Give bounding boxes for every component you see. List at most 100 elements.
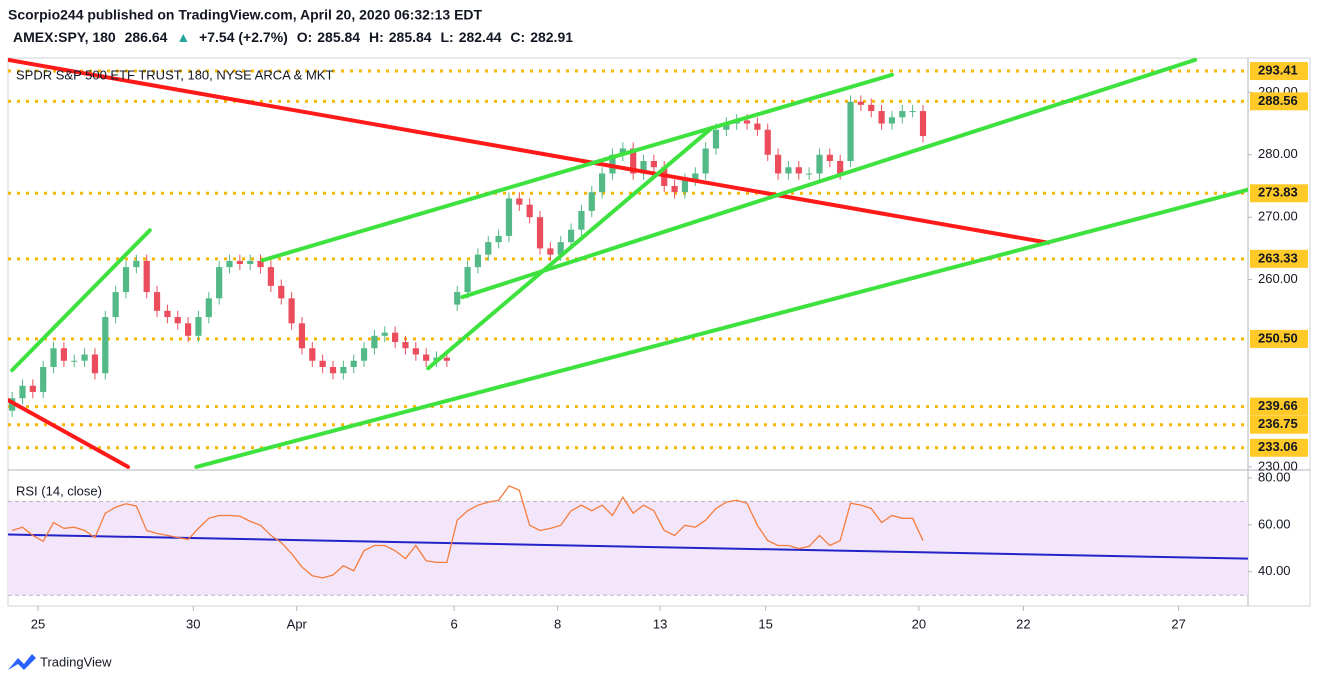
candle-body <box>412 348 419 355</box>
candle-body <box>91 354 99 374</box>
x-tick-label: 22 <box>1016 616 1030 631</box>
level-label: 288.56 <box>1258 93 1298 108</box>
level-label-box <box>1250 184 1308 203</box>
x-tick-label: 15 <box>758 616 772 631</box>
brand-logo <box>8 654 36 670</box>
low-value: 282.44 <box>459 29 502 45</box>
candle-body <box>195 317 202 336</box>
x-tick-label: 13 <box>653 616 667 631</box>
open-label: O: <box>297 29 313 45</box>
candle-body <box>536 217 544 249</box>
level-label-box <box>1250 62 1308 81</box>
rsi-title: RSI (14, close) <box>16 483 102 498</box>
rsi-pane <box>8 485 1248 596</box>
candle-body <box>795 167 802 174</box>
candle-body <box>309 348 316 361</box>
candle-body <box>60 348 67 361</box>
trend-line <box>260 72 894 263</box>
low-label: L: <box>440 29 453 45</box>
candle-body <box>599 173 606 193</box>
candle-body <box>847 101 854 161</box>
candle-body <box>640 161 647 174</box>
candle-body <box>81 354 88 361</box>
level-label: 263.33 <box>1258 250 1298 265</box>
trend-line <box>10 228 152 373</box>
candle-body <box>474 254 482 268</box>
candle-body <box>112 292 119 318</box>
candle-body <box>298 323 306 349</box>
candle-body <box>650 161 657 168</box>
candle-body <box>826 154 833 161</box>
candle-body <box>588 192 595 211</box>
candle-body <box>454 292 461 305</box>
candle-body <box>723 123 730 130</box>
candle-body <box>205 298 212 318</box>
candle-body <box>485 242 492 255</box>
symbol-line: AMEX:SPY, 180 286.64 ▲ +7.54 (+2.7%) O: 2… <box>13 29 573 45</box>
level-label-box <box>1250 249 1308 268</box>
candle-body <box>630 148 637 174</box>
candle-body <box>764 129 771 155</box>
trend-line <box>8 398 131 469</box>
level-label: 233.06 <box>1258 439 1298 454</box>
last-price: 286.64 <box>125 29 168 45</box>
candle-body <box>122 267 130 293</box>
open-value: 285.84 <box>317 29 360 45</box>
candle-body <box>505 198 513 236</box>
candle-body <box>464 267 471 293</box>
candle-body <box>743 120 751 124</box>
y-tick-label: 40.00 <box>1258 563 1291 578</box>
candle-body <box>567 229 575 243</box>
candle-body <box>288 298 295 324</box>
candle-body <box>692 173 699 180</box>
close-label: C: <box>510 29 525 45</box>
candle-body <box>754 123 761 130</box>
trend-line <box>8 533 1248 560</box>
candle-body <box>236 260 243 264</box>
y-tick-label: 230.00 <box>1258 458 1298 473</box>
candle-body <box>29 385 36 392</box>
level-label-box <box>1250 415 1308 434</box>
candle-body <box>40 367 47 392</box>
x-tick-label: 30 <box>186 616 200 631</box>
x-tick-label: 6 <box>450 616 457 631</box>
candle-body <box>371 335 378 349</box>
candle-body <box>495 235 502 243</box>
price-title: SPDR S&P 500 ETF TRUST, 180, NYSE ARCA &… <box>16 67 333 82</box>
candle-body <box>216 267 223 299</box>
candle-body <box>516 198 523 205</box>
trend-line <box>8 58 1051 245</box>
level-label-box <box>1250 329 1308 348</box>
change-arrow: ▲ <box>176 29 190 45</box>
candle-body <box>919 111 927 137</box>
candle-body <box>50 348 57 367</box>
candle-body <box>878 111 885 124</box>
trend-line <box>194 187 1248 469</box>
candle-body <box>837 161 844 174</box>
y-tick-label: 260.00 <box>1258 271 1298 286</box>
candle-body <box>547 248 554 255</box>
candle-body <box>609 154 616 174</box>
x-tick-label: 25 <box>31 616 45 631</box>
x-tick-label: 27 <box>1171 616 1185 631</box>
x-tick-label: 8 <box>554 616 561 631</box>
high-value: 285.84 <box>389 29 432 45</box>
candle-body <box>278 285 285 299</box>
candle-body <box>226 260 233 268</box>
candle-body <box>712 129 720 149</box>
candle-body <box>423 354 430 361</box>
candle-body <box>392 332 399 343</box>
rsi-band <box>8 501 1248 596</box>
candle-body <box>257 260 264 268</box>
candle-body <box>164 310 171 318</box>
level-label: 273.83 <box>1258 185 1298 200</box>
rsi-line <box>11 485 924 579</box>
candle-body <box>350 360 357 367</box>
candle-body <box>619 148 626 155</box>
level-label: 293.41 <box>1258 62 1298 77</box>
candle-body <box>19 385 26 399</box>
candle-body <box>816 154 823 174</box>
y-tick-label: 280.00 <box>1258 146 1298 161</box>
candle-body <box>557 242 564 255</box>
high-label: H: <box>369 29 384 45</box>
